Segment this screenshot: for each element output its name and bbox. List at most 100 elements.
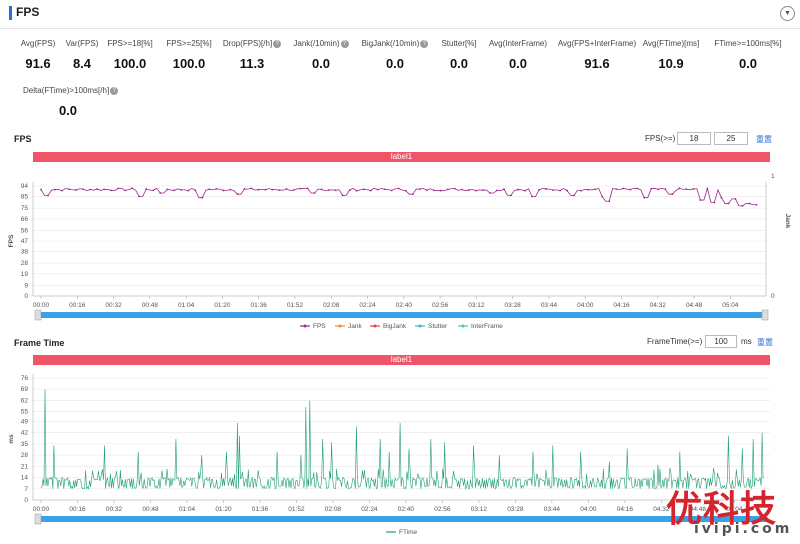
metric-12: Delta(FTime)>100ms[/h]? 0.0 [23, 86, 119, 118]
metric-4: Drop(FPS)[/h]? 11.3 [207, 39, 297, 71]
x-tick-label: 01:52 [288, 506, 305, 513]
fps-point [208, 188, 211, 191]
y2-axis-label: Jank [784, 214, 791, 229]
x-tick-label: 03:12 [468, 302, 485, 309]
metric-label-text: FPS>=25[%] [166, 39, 212, 48]
metric-label-text: BigJank(/10min) [361, 39, 420, 48]
fps-point [629, 188, 632, 191]
fps-section-title: FPS [14, 134, 32, 144]
x-tick-label: 04:16 [613, 302, 630, 309]
fps-point [475, 189, 477, 192]
metric-label-text: Avg(InterFrame) [488, 39, 548, 48]
fps-point [96, 188, 99, 190]
fps-slider-handle-left [34, 309, 42, 321]
fps-point [594, 188, 597, 191]
metric-value: 91.6 [584, 56, 610, 71]
metric-8: Avg(InterFrame) 0.0 [473, 39, 563, 71]
y2-tick-label: 0 [771, 293, 775, 300]
fps-point [503, 188, 505, 191]
fps-point [510, 194, 512, 197]
x-tick-label: 02:56 [432, 302, 449, 309]
x-tick-label: 04:16 [617, 506, 634, 513]
x-tick-label: 04:00 [577, 302, 594, 309]
fps-point [432, 189, 435, 192]
fps-point [306, 187, 309, 190]
fps-point [453, 187, 456, 190]
fps-point [573, 194, 576, 197]
x-tick-label: 00:16 [69, 302, 86, 309]
y-tick-label: 28 [21, 452, 29, 459]
fps-point [61, 189, 63, 192]
fps-point [460, 188, 463, 191]
metric-label: FPS>=18[%] [85, 39, 175, 48]
metric-label: Avg(FTime)[ms] [626, 39, 716, 48]
y-tick-label: 55 [21, 409, 29, 416]
frametime-threshold-input[interactable]: 100 [705, 335, 737, 348]
x-tick-label: 00:48 [142, 302, 159, 309]
fps-point [292, 189, 295, 192]
fps-label-bar: label1 [33, 152, 770, 162]
chevron-down-icon[interactable]: ▼ [780, 6, 795, 21]
frametime-label-bar: label1 [33, 355, 770, 365]
watermark-url: ivipi.com [694, 521, 793, 537]
fps-point [376, 188, 379, 191]
x-tick-label: 02:08 [323, 302, 340, 309]
frametime-reset-link[interactable]: 重置 [757, 338, 773, 347]
legend-label: InterFrame [471, 323, 503, 330]
fps-threshold-25-input[interactable]: 25 [714, 132, 748, 145]
help-icon[interactable]: ? [110, 86, 119, 95]
frametime-unit-label: ms [741, 337, 752, 346]
fps-point [40, 188, 42, 191]
metric-value: 0.0 [385, 56, 405, 71]
y-tick-label: 7 [24, 486, 28, 493]
fps-point [482, 189, 484, 192]
help-icon[interactable]: ? [420, 39, 429, 48]
x-tick-label: 04:00 [580, 506, 597, 513]
y-tick-label: 66 [21, 216, 29, 223]
fps-point [369, 189, 372, 192]
legend-marker [338, 324, 342, 328]
fps-reset-link[interactable]: 重置 [756, 135, 772, 144]
metric-value: 0.0 [311, 56, 331, 71]
fps-point [467, 189, 470, 191]
fps-point [622, 187, 625, 190]
fps-point [559, 189, 561, 192]
metric-label: Delta(FTime)>100ms[/h]? [23, 86, 119, 95]
fps-point [720, 196, 723, 199]
fps-point [496, 189, 498, 192]
fps-threshold-18-input[interactable]: 18 [677, 132, 711, 145]
x-tick-label: 04:32 [653, 506, 670, 513]
y-tick-label: 19 [21, 271, 29, 278]
help-icon[interactable]: ? [273, 39, 282, 48]
y-axis-label: FPS [8, 234, 15, 247]
fps-point [706, 187, 709, 190]
x-tick-label: 02:40 [398, 506, 415, 513]
x-tick-label: 03:44 [541, 302, 558, 309]
fps-point [264, 188, 267, 191]
fps-point [75, 189, 77, 191]
metric-label-text: Drop(FPS)[/h] [222, 39, 273, 48]
fps-point [103, 188, 106, 191]
fps-point [89, 188, 92, 191]
section-header [0, 0, 800, 29]
help-icon[interactable]: ? [340, 39, 349, 48]
metric-value: 100.0 [172, 56, 206, 71]
fps-point [299, 187, 302, 190]
fps-chart: 0 9 19 28 38 47 56 66 75 85 94 0 1 FPS Jank 00:00 00:16 0… [8, 173, 791, 330]
metric-label: Stutter[%] [414, 39, 504, 48]
metric-label: Drop(FPS)[/h]? [207, 39, 297, 48]
x-tick-label: 04:48 [686, 302, 703, 309]
fps-point [566, 189, 568, 192]
x-tick-label: 00:00 [33, 302, 50, 309]
fps-point [54, 188, 56, 191]
fps-point [257, 188, 260, 191]
fps-point [657, 188, 660, 191]
metric-label: FPS>=25[%] [144, 39, 234, 48]
fps-point [727, 202, 730, 205]
fps-point [538, 189, 540, 191]
fps-point [678, 187, 681, 190]
x-tick-label: 01:20 [214, 302, 231, 309]
legend-label: FPS [313, 323, 326, 330]
y-tick-label: 94 [21, 183, 29, 190]
legend-marker [373, 324, 377, 328]
